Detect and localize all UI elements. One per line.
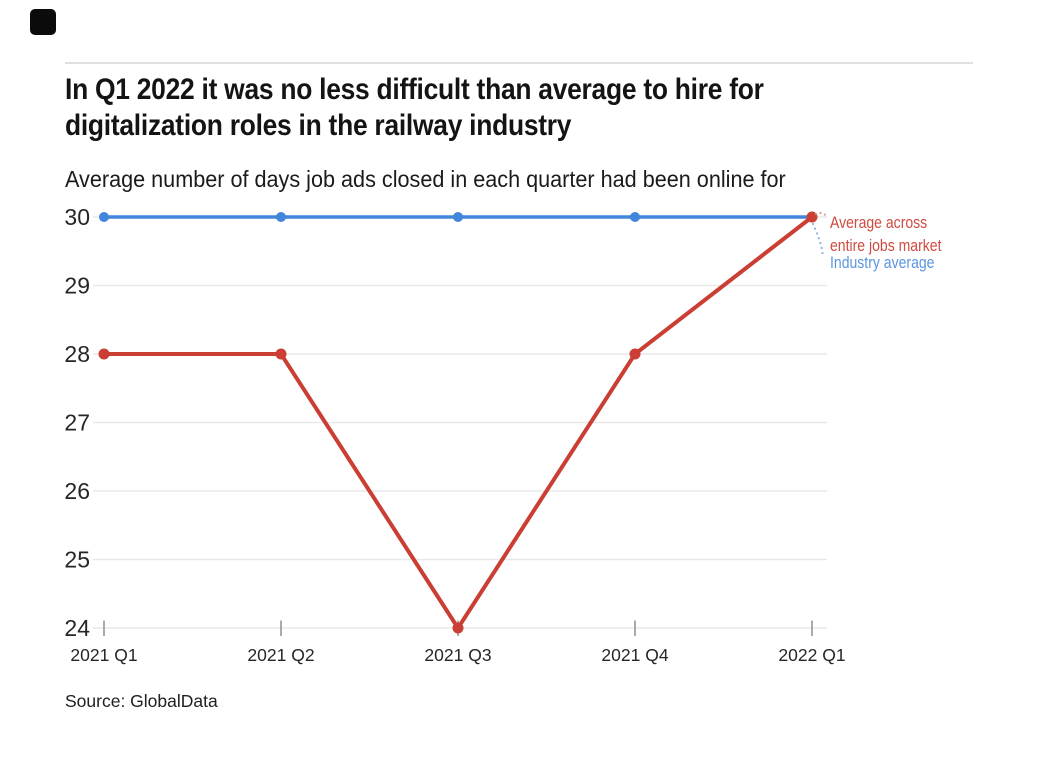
data-point: [98, 348, 110, 360]
chart-title-line2: digitalization roles in the railway indu…: [65, 109, 572, 142]
legend-leader-market: [814, 211, 830, 219]
header-divider: [65, 62, 973, 64]
data-point: [629, 348, 641, 360]
data-point: [806, 211, 818, 223]
x-tick-label: 2021 Q1: [70, 645, 137, 665]
x-tick-label: 2021 Q4: [601, 645, 668, 665]
data-point: [276, 212, 286, 222]
data-point: [453, 212, 463, 222]
source-attribution: Source: GlobalData: [65, 691, 218, 711]
chart-title-line1: In Q1 2022 it was no less difficult than…: [65, 73, 764, 106]
y-tick-label: 25: [64, 547, 90, 573]
x-tick-label: 2021 Q2: [247, 645, 314, 665]
y-tick-label: 29: [64, 273, 90, 299]
brand-logo-square: [30, 9, 56, 35]
y-tick-label: 24: [64, 615, 90, 641]
data-point: [630, 212, 640, 222]
data-point: [99, 212, 109, 222]
x-tick-label: 2022 Q1: [778, 645, 845, 665]
chart-title: In Q1 2022 it was no less difficult than…: [65, 72, 1038, 144]
x-tick-label: 2021 Q3: [424, 645, 491, 665]
data-point: [452, 622, 464, 634]
data-point: [275, 348, 287, 360]
legend-label-market-line2: entire jobs market: [830, 237, 942, 255]
y-tick-label: 30: [64, 204, 90, 230]
legend-leader-industry: [811, 222, 824, 255]
y-tick-label: 27: [64, 410, 90, 436]
y-tick-label: 26: [64, 478, 90, 504]
chart-subtitle: Average number of days job ads closed in…: [65, 166, 786, 192]
legend-label-market-line1: Average across: [830, 214, 928, 232]
legend-label-industry: Industry average: [830, 254, 935, 272]
y-tick-label: 28: [64, 341, 90, 367]
